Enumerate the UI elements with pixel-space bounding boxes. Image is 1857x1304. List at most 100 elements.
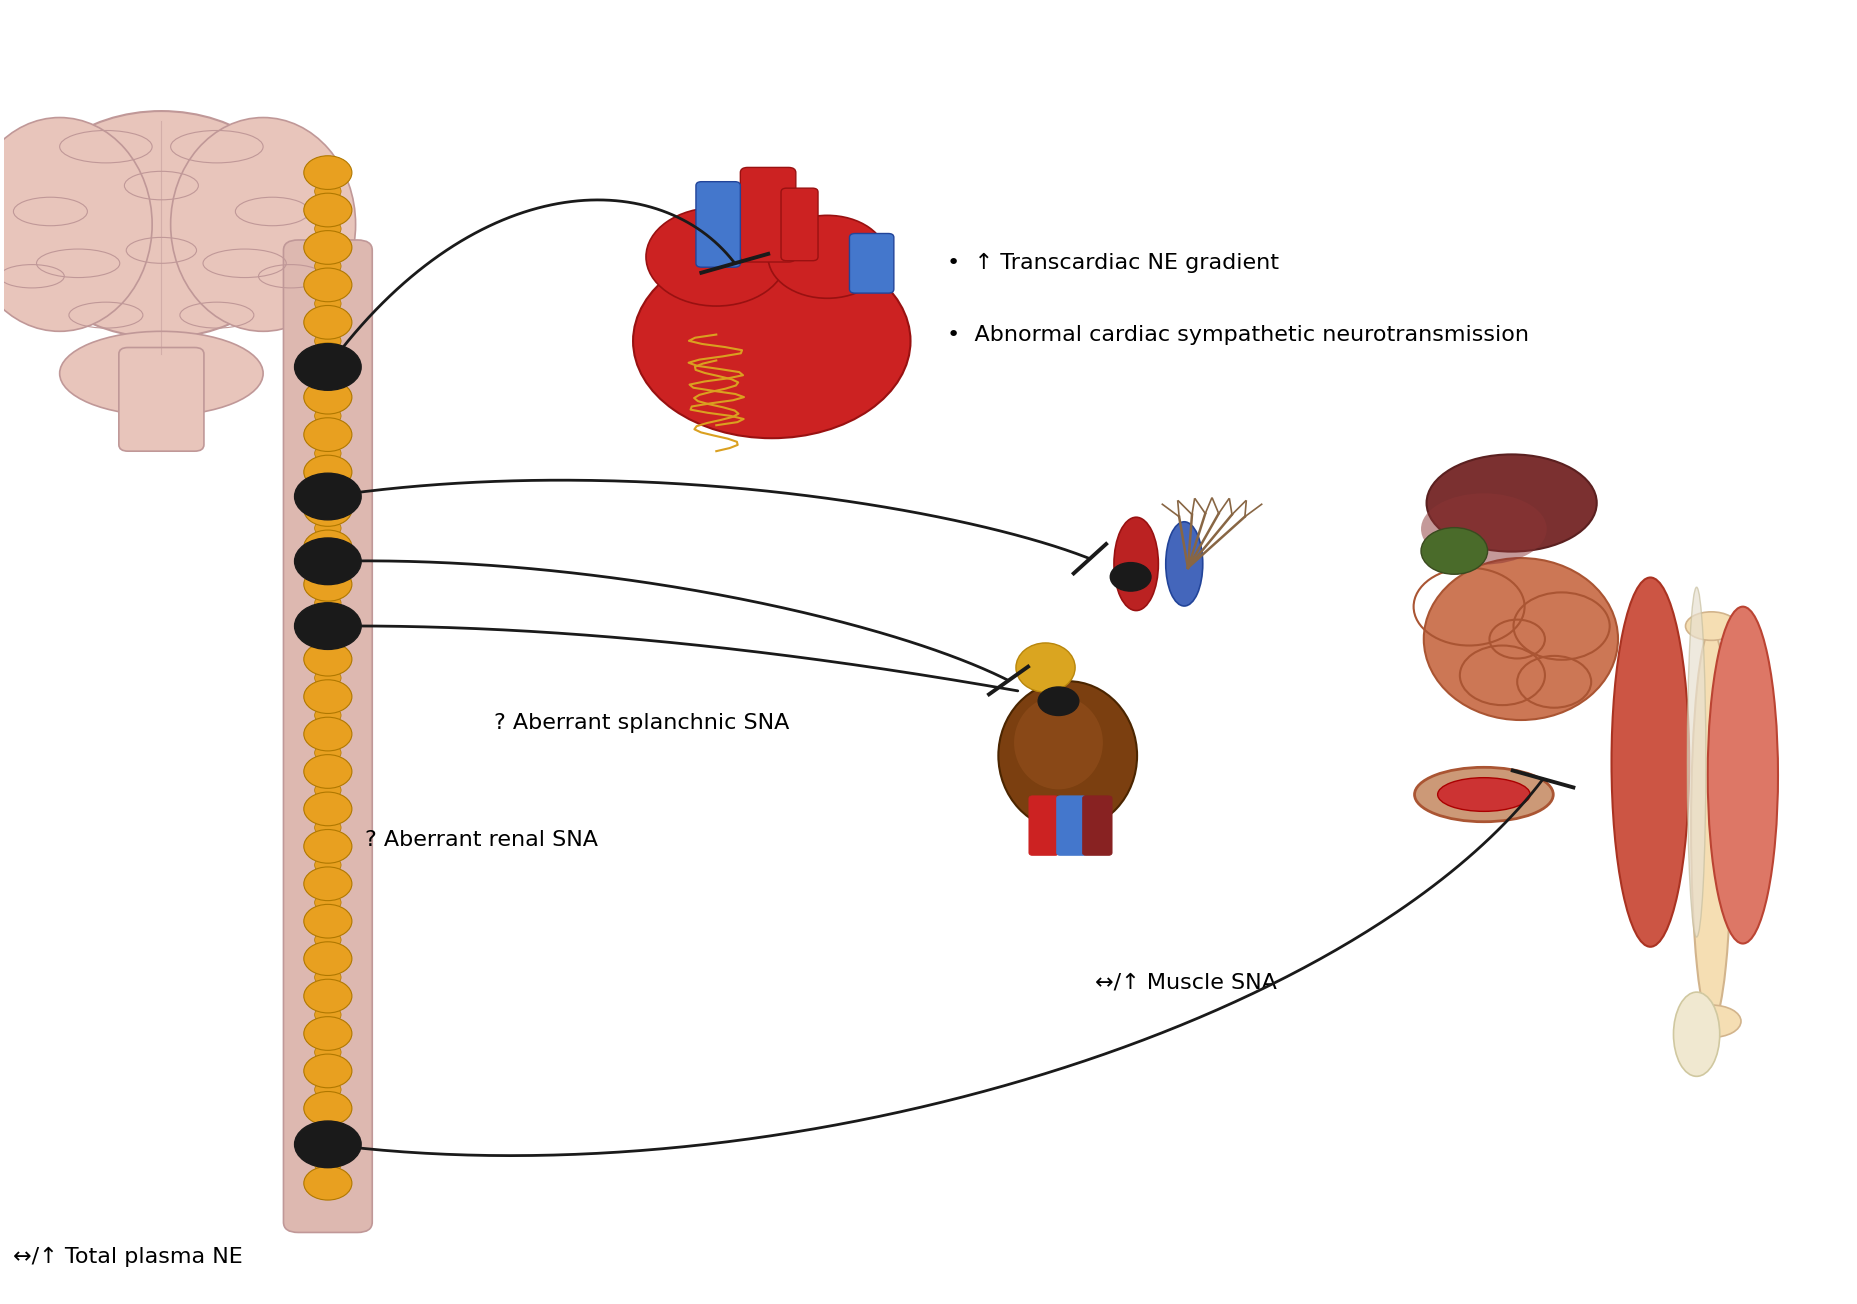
Circle shape: [305, 193, 351, 227]
Circle shape: [305, 679, 351, 713]
Circle shape: [305, 343, 351, 377]
Circle shape: [305, 1054, 351, 1088]
Text: •  ↑ Transcardiac NE gradient: • ↑ Transcardiac NE gradient: [947, 253, 1279, 274]
Circle shape: [305, 755, 351, 789]
Circle shape: [295, 344, 360, 390]
Circle shape: [305, 829, 351, 863]
Circle shape: [314, 669, 342, 687]
Circle shape: [305, 269, 351, 301]
Ellipse shape: [1016, 643, 1075, 692]
Circle shape: [314, 369, 342, 387]
Circle shape: [305, 305, 351, 339]
Circle shape: [305, 717, 351, 751]
Circle shape: [314, 781, 342, 799]
Text: ? Aberrant renal SNA: ? Aberrant renal SNA: [364, 829, 598, 850]
Circle shape: [305, 979, 351, 1013]
Circle shape: [305, 1166, 351, 1200]
Circle shape: [314, 519, 342, 537]
Circle shape: [1421, 528, 1487, 574]
Text: ? Aberrant splanchnic SNA: ? Aberrant splanchnic SNA: [494, 713, 789, 733]
Circle shape: [305, 493, 351, 527]
Circle shape: [305, 643, 351, 675]
Circle shape: [314, 743, 342, 762]
Circle shape: [314, 819, 342, 837]
Ellipse shape: [1164, 522, 1201, 606]
Circle shape: [1038, 687, 1079, 716]
Circle shape: [314, 331, 342, 351]
Circle shape: [305, 567, 351, 601]
Ellipse shape: [1686, 587, 1705, 938]
Circle shape: [314, 893, 342, 911]
Circle shape: [305, 1017, 351, 1050]
Circle shape: [314, 407, 342, 425]
Text: ↔/↑ Muscle SNA: ↔/↑ Muscle SNA: [1096, 973, 1276, 992]
Ellipse shape: [1610, 578, 1688, 947]
Circle shape: [314, 1043, 342, 1061]
Circle shape: [305, 941, 351, 975]
Circle shape: [305, 1091, 351, 1125]
Circle shape: [305, 1129, 351, 1163]
FancyBboxPatch shape: [739, 167, 795, 262]
Circle shape: [314, 593, 342, 613]
Circle shape: [314, 183, 342, 201]
Circle shape: [305, 417, 351, 451]
FancyBboxPatch shape: [1029, 795, 1058, 855]
Circle shape: [767, 215, 886, 299]
Ellipse shape: [1684, 612, 1736, 640]
Ellipse shape: [997, 681, 1136, 831]
Circle shape: [305, 155, 351, 189]
Circle shape: [305, 605, 351, 639]
Circle shape: [314, 257, 342, 275]
Ellipse shape: [1114, 518, 1157, 610]
Circle shape: [295, 473, 360, 520]
Ellipse shape: [1413, 767, 1552, 822]
Circle shape: [314, 481, 342, 499]
Circle shape: [305, 231, 351, 265]
Circle shape: [314, 855, 342, 874]
Circle shape: [314, 1005, 342, 1024]
Circle shape: [314, 931, 342, 949]
FancyBboxPatch shape: [119, 348, 204, 451]
FancyBboxPatch shape: [1083, 795, 1112, 855]
FancyBboxPatch shape: [780, 188, 817, 261]
Text: ↔/↑ Total plasma NE: ↔/↑ Total plasma NE: [13, 1248, 243, 1267]
FancyBboxPatch shape: [849, 233, 893, 293]
Circle shape: [314, 557, 342, 575]
Ellipse shape: [1426, 454, 1595, 552]
Circle shape: [1110, 562, 1149, 591]
Circle shape: [314, 968, 342, 987]
Ellipse shape: [171, 117, 355, 331]
FancyBboxPatch shape: [696, 181, 739, 267]
Ellipse shape: [1014, 696, 1103, 789]
Circle shape: [314, 219, 342, 239]
FancyBboxPatch shape: [1057, 795, 1086, 855]
Circle shape: [314, 1155, 342, 1174]
Text: •  Abnormal cardiac sympathetic neurotransmission: • Abnormal cardiac sympathetic neurotran…: [947, 325, 1528, 344]
Circle shape: [314, 1118, 342, 1136]
Circle shape: [314, 705, 342, 725]
Ellipse shape: [59, 331, 264, 416]
Circle shape: [314, 1081, 342, 1099]
Ellipse shape: [1681, 1005, 1740, 1038]
Circle shape: [305, 905, 351, 938]
Circle shape: [633, 244, 910, 438]
Circle shape: [646, 207, 786, 306]
Circle shape: [295, 602, 360, 649]
FancyBboxPatch shape: [284, 240, 371, 1232]
Circle shape: [305, 867, 351, 901]
Ellipse shape: [19, 111, 305, 338]
Ellipse shape: [1690, 630, 1731, 1025]
Circle shape: [295, 1121, 360, 1167]
Ellipse shape: [1707, 606, 1777, 944]
Ellipse shape: [1437, 777, 1530, 811]
Circle shape: [314, 445, 342, 463]
Ellipse shape: [1421, 493, 1547, 565]
Circle shape: [305, 381, 351, 415]
Circle shape: [295, 539, 360, 584]
Ellipse shape: [1422, 558, 1617, 720]
Circle shape: [314, 295, 342, 313]
Ellipse shape: [0, 117, 152, 331]
Circle shape: [305, 792, 351, 825]
Circle shape: [314, 631, 342, 649]
Ellipse shape: [1673, 992, 1720, 1076]
